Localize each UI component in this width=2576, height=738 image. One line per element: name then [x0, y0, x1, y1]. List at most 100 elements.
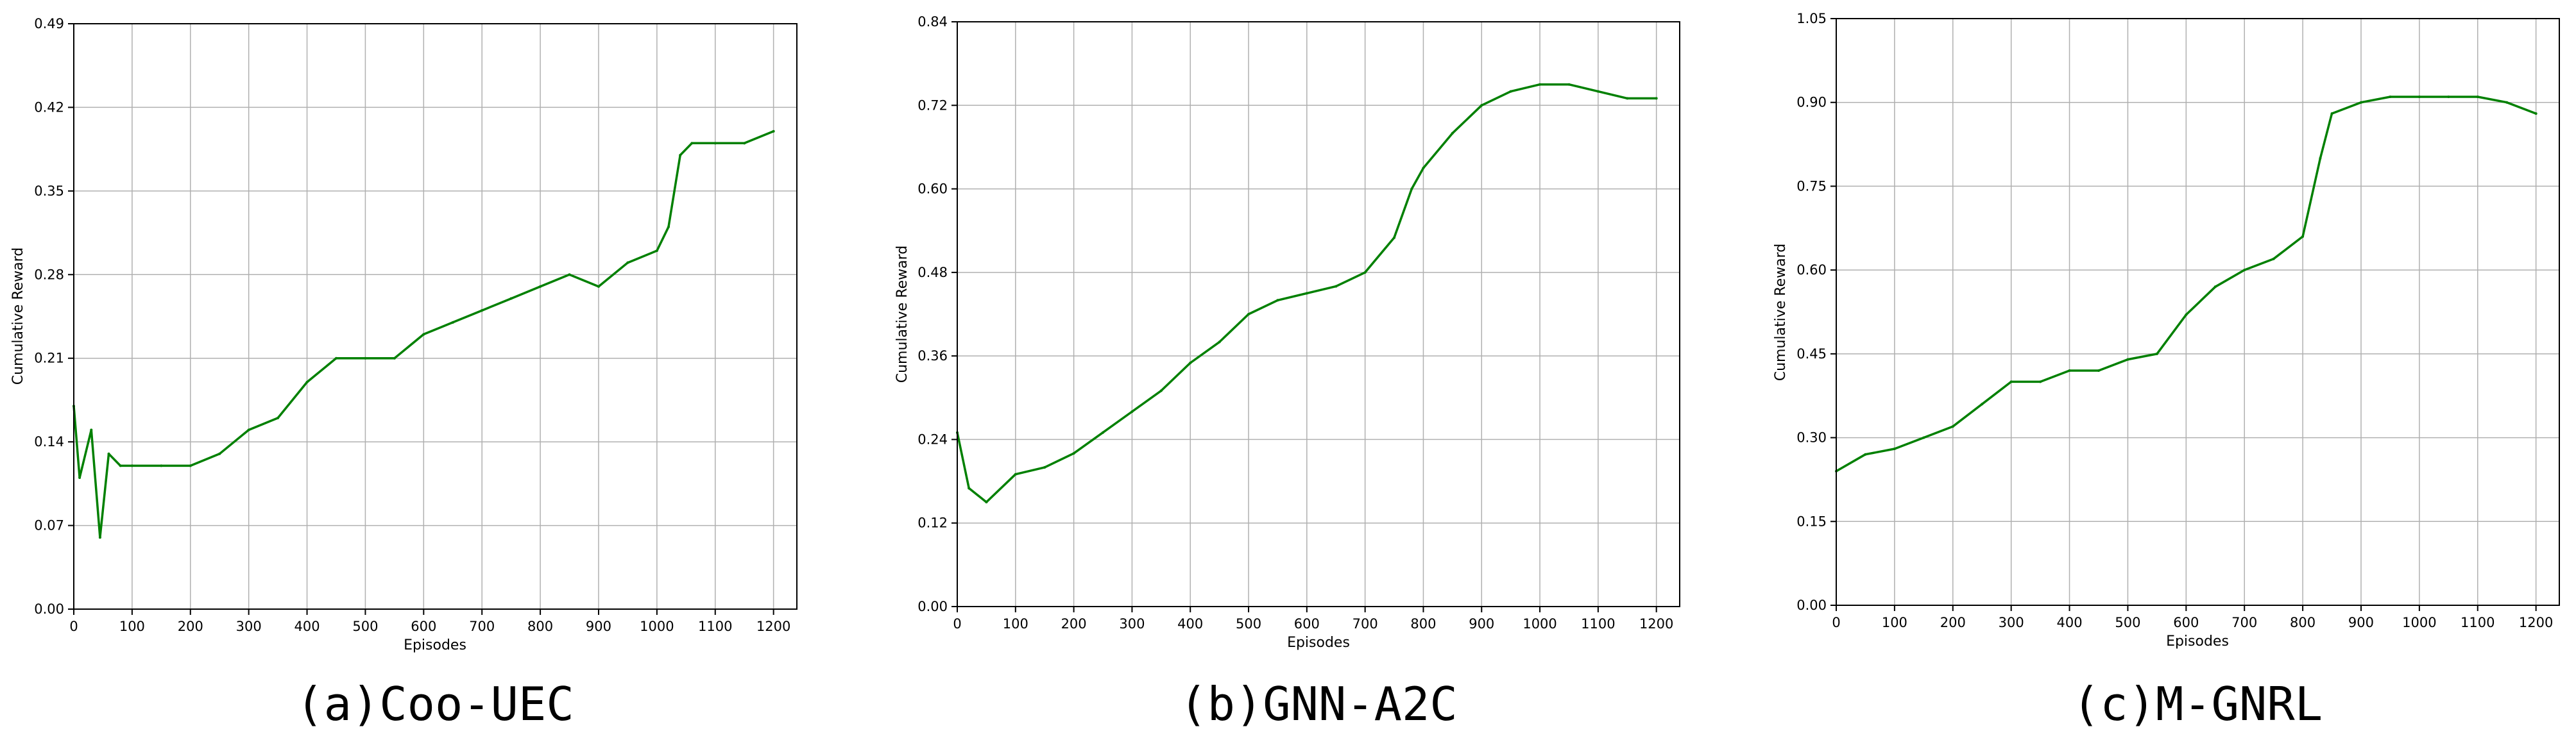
reward-point [1981, 403, 1984, 406]
x-tick-label: 1200 [756, 619, 790, 634]
caption-b: (b)GNN-A2C [1179, 677, 1457, 731]
reward-point [2185, 313, 2188, 316]
reward-point [568, 273, 571, 276]
reward-point [119, 464, 122, 467]
reward-point [2009, 380, 2013, 383]
reward-point [2097, 369, 2100, 372]
y-tick-label: 0.60 [917, 181, 948, 197]
y-tick-label: 0.12 [917, 516, 948, 531]
reward-point [247, 428, 250, 432]
reward-point [1596, 90, 1599, 93]
reward-point [2243, 269, 2246, 272]
y-tick-label: 0.14 [34, 434, 64, 449]
x-tick-label: 300 [236, 619, 262, 634]
reward-point [968, 487, 971, 490]
panel-c: 0 100 200 300 400 500 600 700 800 900 1000 1100 1200… [1773, 11, 2560, 731]
reward-point [1393, 236, 1396, 239]
x-tick-label: 1000 [1523, 616, 1557, 632]
reward-point [189, 464, 192, 467]
x-axis-title-b: Episodes [1287, 635, 1350, 651]
caption-a: (a)Coo-UEC [296, 677, 574, 731]
reward-point [2213, 285, 2217, 289]
reward-point [2330, 112, 2333, 115]
x-tick-label: 100 [1882, 615, 1907, 630]
reward-point [1335, 285, 1338, 288]
x-tick-label: 900 [586, 619, 611, 634]
reward-point [2505, 101, 2509, 104]
reward-point [655, 249, 658, 253]
ticks-a: 0 100 200 300 400 500 600 700 800 900 1000 1100 1200… [34, 16, 790, 634]
reward-point [539, 285, 542, 288]
x-tick-label: 500 [352, 619, 378, 634]
x-tick-label: 400 [1177, 616, 1203, 632]
x-tick-label: 0 [69, 619, 78, 634]
y-tick-label: 0.28 [34, 267, 64, 282]
reward-point [305, 380, 309, 383]
reward-point [1951, 425, 1954, 428]
y-tick-label: 0.72 [917, 97, 948, 113]
x-tick-label: 600 [1294, 616, 1320, 632]
y-tick-label: 0.45 [1796, 346, 1827, 362]
x-tick-label: 300 [1119, 616, 1145, 632]
x-tick-label: 1000 [640, 619, 674, 634]
y-tick-label: 0.15 [1796, 514, 1827, 529]
plot-frame-c [1836, 18, 2560, 606]
y-tick-label: 0.36 [917, 348, 948, 364]
reward-point [2319, 156, 2322, 160]
x-tick-label: 700 [469, 619, 495, 634]
y-tick-label: 0.42 [34, 99, 64, 115]
x-tick-label: 700 [1352, 616, 1378, 632]
reward-point [451, 321, 454, 324]
reward-point [107, 452, 110, 455]
x-tick-label: 900 [1469, 616, 1494, 632]
y-tick-label: 0.75 [1796, 178, 1827, 194]
panel-a: 0 100 200 300 400 500 600 700 800 900 1000 1100 1200… [10, 16, 798, 731]
reward-point [1305, 292, 1308, 295]
plot-frame-a [73, 23, 798, 610]
reward-point [667, 225, 670, 228]
grid-b [957, 21, 1680, 607]
reward-point [2039, 380, 2042, 383]
reward-point [78, 476, 81, 480]
x-tick-label: 500 [2115, 615, 2140, 630]
reward-point [1072, 452, 1075, 455]
reward-point [277, 416, 280, 419]
reward-point [1422, 167, 1425, 169]
x-tick-label: 100 [119, 619, 145, 634]
y-tick-label: 0.35 [34, 183, 64, 199]
x-tick-label: 500 [1236, 616, 1261, 632]
x-tick-label: 200 [1061, 616, 1087, 632]
x-tick-label: 400 [2057, 615, 2083, 630]
reward-point [160, 464, 163, 467]
reward-point [1189, 362, 1192, 364]
reward-point [2418, 96, 2421, 98]
reward-point [1864, 453, 1867, 456]
reward-point [509, 297, 513, 300]
ticks-c: 0 100 200 300 400 500 600 700 800 900 1000 1100 1200… [1796, 11, 2553, 630]
x-tick-label: 1100 [698, 619, 732, 634]
x-tick-label: 700 [2231, 615, 2257, 630]
y-tick-label: 0.84 [917, 14, 948, 29]
x-tick-label: 1200 [2519, 615, 2553, 630]
y-tick-label: 0.00 [1796, 598, 1827, 613]
reward-point [2476, 96, 2479, 98]
x-tick-label: 900 [2348, 615, 2374, 630]
reward-point [713, 142, 717, 145]
reward-point [1043, 465, 1046, 469]
reward-point [1014, 473, 1017, 476]
reward-point [2068, 369, 2071, 372]
reward-point [1159, 389, 1163, 392]
plot-frame-b [957, 21, 1680, 607]
reward-point [1539, 83, 1542, 86]
reward-point [1893, 448, 1896, 450]
line-b [956, 83, 1658, 504]
reward-series-line [1836, 96, 2537, 473]
reward-point [422, 333, 425, 336]
line-c [1835, 96, 2538, 473]
y-tick-label: 0.00 [34, 601, 64, 617]
reward-point [1363, 271, 1367, 274]
x-tick-label: 1100 [1581, 616, 1615, 632]
reward-point [1655, 97, 1658, 100]
x-tick-label: 300 [1999, 615, 2024, 630]
x-tick-label: 600 [411, 619, 436, 634]
